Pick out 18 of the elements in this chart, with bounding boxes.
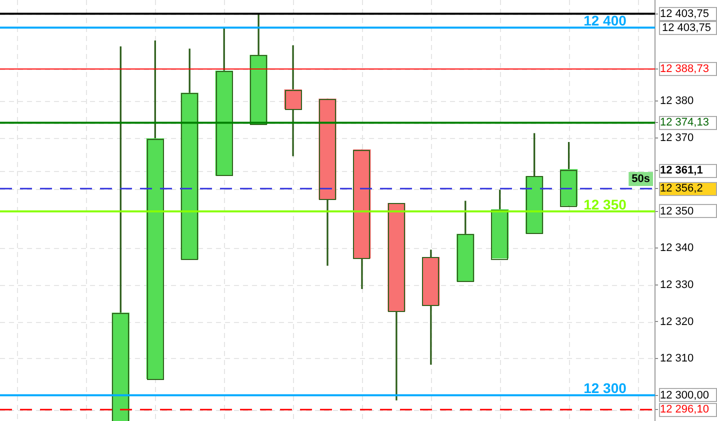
y-tick-label: 12 356,2 xyxy=(660,182,703,195)
y-tick-label: 12 380 xyxy=(660,95,694,108)
y-tick-label: 12 403,75 xyxy=(660,8,709,20)
y-tick-label: 12 350 xyxy=(660,205,694,218)
y-tick-label: 12 330 xyxy=(660,278,694,291)
y-tick-label: 12 340 xyxy=(660,242,694,254)
ref-line-label: 12 400 xyxy=(584,12,627,28)
annotation: 50s xyxy=(632,173,650,186)
y-tick-label: 12 370 xyxy=(660,132,694,144)
y-tick-label: 12 300,00 xyxy=(660,389,709,402)
y-tick-label: 12 320 xyxy=(660,316,694,328)
ref-line-label: 12 350 xyxy=(584,196,627,212)
ref-line-label: 12 300 xyxy=(584,380,627,396)
y-tick-label: 12 388,73 xyxy=(660,63,709,76)
y-tick-label: 12 296,10 xyxy=(660,404,709,416)
y-tick-label: 12 374,13 xyxy=(660,116,709,129)
y-tick-label: 12 361,1 xyxy=(660,164,703,177)
y-tick-label: 12 310 xyxy=(660,352,694,365)
